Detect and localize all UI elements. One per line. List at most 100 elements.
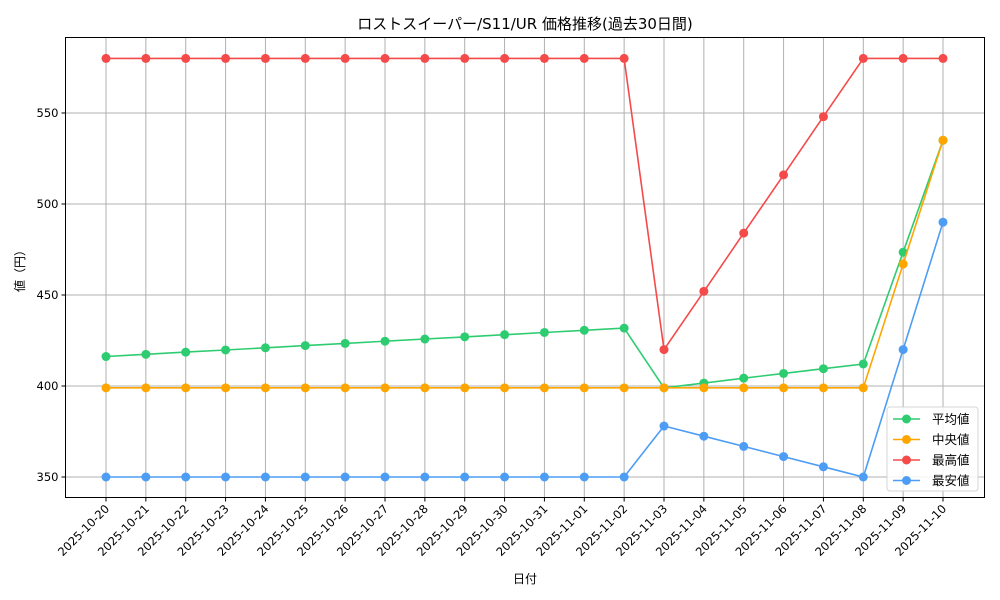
data-point — [619, 472, 629, 482]
legend-label: 平均値 — [932, 412, 970, 427]
data-point — [460, 53, 470, 63]
data-point — [380, 472, 390, 482]
data-point — [141, 349, 151, 359]
series-line — [105, 140, 944, 389]
series-layer — [101, 53, 948, 482]
data-point — [420, 383, 430, 393]
y-axis: 350 400 450 500 550 — [37, 106, 66, 484]
data-point — [300, 341, 310, 351]
data-point — [460, 383, 470, 393]
data-point — [818, 112, 828, 122]
data-point — [141, 472, 151, 482]
data-point — [221, 53, 231, 63]
data-point — [141, 383, 151, 393]
data-point — [858, 359, 868, 369]
data-point — [101, 383, 111, 393]
legend-item: 最高値 — [893, 453, 970, 468]
data-point — [739, 373, 749, 383]
y-tick-label: 500 — [37, 197, 59, 211]
data-point — [579, 383, 589, 393]
data-point — [181, 383, 191, 393]
data-point — [181, 53, 191, 63]
data-point — [858, 53, 868, 63]
y-tick-label: 450 — [37, 288, 59, 302]
data-point — [380, 383, 390, 393]
data-point — [779, 170, 789, 180]
data-point — [539, 327, 549, 337]
legend-label: 最安値 — [932, 473, 970, 488]
data-point — [181, 472, 191, 482]
data-point — [539, 53, 549, 63]
data-point — [938, 135, 948, 145]
data-point — [500, 330, 510, 340]
data-point — [858, 383, 868, 393]
data-point — [380, 336, 390, 346]
data-point — [101, 53, 111, 63]
data-point — [420, 53, 430, 63]
data-point — [619, 383, 629, 393]
data-point — [340, 338, 350, 348]
data-point — [739, 228, 749, 238]
data-point — [300, 383, 310, 393]
data-point — [460, 472, 470, 482]
data-point — [898, 345, 908, 355]
data-point — [699, 286, 709, 296]
plot-frame — [65, 37, 985, 498]
data-point — [221, 383, 231, 393]
data-point — [420, 472, 430, 482]
legend-item: 平均値 — [893, 412, 970, 427]
legend-box — [886, 406, 979, 492]
data-point — [460, 332, 470, 342]
data-point — [858, 472, 868, 482]
data-point — [539, 383, 549, 393]
data-point — [260, 343, 270, 353]
x-axis-label: 日付 — [513, 572, 537, 586]
grid-lines — [65, 37, 985, 498]
data-point — [101, 472, 111, 482]
legend-item: 最安値 — [893, 473, 970, 488]
data-point — [380, 53, 390, 63]
data-point — [938, 53, 948, 63]
y-tick-label: 550 — [37, 106, 59, 120]
legend-label: 中央値 — [932, 432, 970, 447]
data-point — [818, 364, 828, 374]
data-point — [260, 472, 270, 482]
data-point — [181, 347, 191, 357]
data-point — [579, 325, 589, 335]
data-point — [659, 421, 669, 431]
series-2 — [101, 53, 948, 355]
data-point — [340, 383, 350, 393]
data-point — [619, 53, 629, 63]
data-point — [739, 383, 749, 393]
data-point — [260, 383, 270, 393]
data-point — [141, 53, 151, 63]
data-point — [659, 383, 669, 393]
data-point — [898, 53, 908, 63]
legend-marker-icon — [902, 476, 911, 485]
data-point — [500, 383, 510, 393]
legend-item: 中央値 — [893, 432, 970, 447]
series-3 — [101, 217, 948, 482]
data-point — [221, 472, 231, 482]
data-point — [221, 345, 231, 355]
data-point — [938, 217, 948, 227]
data-point — [659, 345, 669, 355]
data-point — [818, 462, 828, 472]
data-point — [260, 53, 270, 63]
data-point — [779, 452, 789, 462]
x-axis: 2025-10-202025-10-212025-10-222025-10-23… — [55, 497, 949, 559]
data-point — [340, 53, 350, 63]
data-point — [579, 53, 589, 63]
data-point — [779, 383, 789, 393]
data-point — [500, 472, 510, 482]
legend-label: 最高値 — [932, 453, 970, 468]
data-point — [898, 259, 908, 269]
data-point — [420, 334, 430, 344]
chart-title: ロストスイーパー/S11/UR 価格推移(過去30日間) — [357, 15, 693, 33]
series-line — [106, 221, 944, 478]
data-point — [300, 472, 310, 482]
legend-marker-icon — [902, 435, 911, 444]
data-point — [699, 383, 709, 393]
